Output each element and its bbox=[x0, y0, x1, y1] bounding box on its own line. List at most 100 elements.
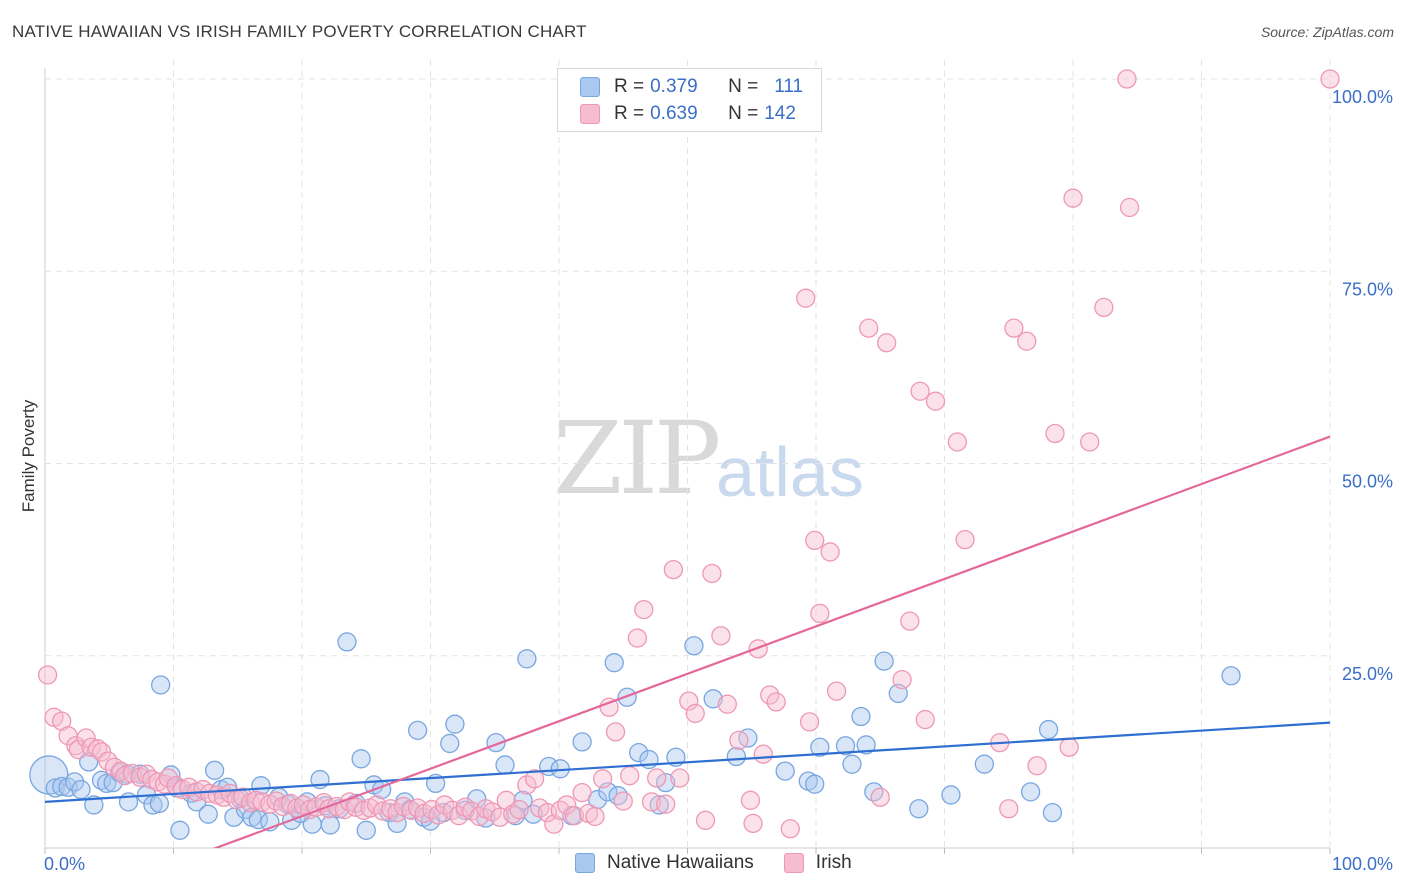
irish-point bbox=[599, 697, 619, 717]
native-hawaiian-point bbox=[198, 804, 218, 824]
legend-r-label: R = bbox=[614, 76, 645, 97]
pink-swatch bbox=[783, 853, 804, 873]
irish-point bbox=[1004, 318, 1024, 338]
irish-point bbox=[679, 691, 699, 711]
irish-point bbox=[1017, 331, 1037, 351]
native-hawaiian-point bbox=[204, 760, 225, 780]
irish-point bbox=[199, 783, 220, 804]
native-hawaiian-point bbox=[856, 735, 876, 755]
native-hawaiian-point bbox=[170, 820, 190, 840]
irish-point bbox=[892, 669, 912, 690]
native-hawaiian-point bbox=[149, 793, 170, 814]
irish-point bbox=[947, 432, 967, 452]
irish-point bbox=[136, 764, 157, 784]
irish-point bbox=[373, 801, 393, 821]
irish-point bbox=[509, 799, 529, 820]
native-hawaiian-point bbox=[445, 714, 465, 734]
irish-point bbox=[810, 603, 830, 624]
irish-point bbox=[1059, 737, 1079, 757]
native-hawaiian-point bbox=[337, 632, 357, 652]
irish-point bbox=[346, 797, 366, 817]
irish-point bbox=[695, 810, 716, 830]
legend-r-value: 0.379 bbox=[650, 76, 698, 97]
irish-point bbox=[620, 766, 640, 786]
irish-point bbox=[557, 795, 577, 815]
irish-point bbox=[900, 611, 920, 631]
irish-point bbox=[780, 819, 800, 839]
irish-point bbox=[627, 628, 648, 648]
y-tick-label: 50.0% bbox=[1342, 472, 1393, 492]
native-hawaiian-point bbox=[974, 754, 994, 774]
irish-point bbox=[517, 775, 537, 795]
legend-r-label: R = bbox=[614, 103, 645, 124]
legend-label: Native Hawaiians bbox=[607, 852, 754, 873]
native-hawaiian-point bbox=[572, 732, 592, 752]
irish-point bbox=[605, 722, 626, 742]
irish-point bbox=[702, 563, 722, 584]
legend-label: Irish bbox=[815, 852, 852, 873]
pink-swatch bbox=[580, 104, 600, 124]
native-hawaiian-point bbox=[629, 742, 649, 763]
irish-point bbox=[796, 288, 816, 308]
native-hawaiian-point bbox=[64, 772, 85, 792]
native-hawaiian-point bbox=[320, 815, 340, 835]
native-hawaiian-point bbox=[495, 755, 515, 775]
irish-point bbox=[656, 794, 676, 814]
native-hawaiian-point bbox=[356, 820, 376, 840]
native-hawaiian-point bbox=[1020, 782, 1041, 802]
native-hawaiian-point bbox=[79, 752, 99, 772]
irish-point bbox=[717, 694, 737, 714]
irish-point bbox=[753, 744, 773, 764]
legend-row-native-hawaiians: R = 0.379 N = 111 bbox=[580, 74, 803, 100]
irish-point bbox=[740, 790, 761, 810]
series-legend: Native Hawaiians Irish bbox=[575, 852, 882, 874]
irish-point bbox=[585, 806, 605, 827]
legend-n-label: N = bbox=[728, 76, 759, 97]
legend-row-irish: R = 0.639 N = 142 bbox=[580, 101, 796, 127]
native-hawaiian-point bbox=[874, 651, 894, 671]
x-tick-label-max: 100.0% bbox=[1332, 854, 1393, 874]
irish-point bbox=[766, 692, 786, 712]
irish-point bbox=[915, 709, 935, 730]
irish-point bbox=[246, 790, 266, 810]
legend-item-irish[interactable]: Irish bbox=[783, 852, 852, 874]
irish-point bbox=[634, 599, 654, 620]
irish-point bbox=[711, 626, 731, 646]
legend-n-value: 111 bbox=[774, 76, 804, 97]
irish-point bbox=[1080, 432, 1100, 452]
irish-point bbox=[799, 712, 820, 732]
irish-point bbox=[820, 542, 840, 562]
blue-swatch bbox=[580, 77, 600, 97]
irish-trendline bbox=[212, 435, 1330, 848]
irish-point bbox=[37, 665, 58, 685]
irish-point bbox=[1027, 756, 1047, 776]
legend-r-value: 0.639 bbox=[650, 103, 698, 124]
irish-point bbox=[743, 813, 763, 834]
irish-point bbox=[729, 730, 749, 750]
blue-swatch bbox=[575, 853, 595, 873]
native-hawaiian-point bbox=[649, 795, 669, 815]
native-hawaiian-point bbox=[1221, 666, 1241, 686]
native-hawaiian-point bbox=[941, 785, 961, 805]
irish-point bbox=[870, 787, 890, 807]
irish-point bbox=[158, 768, 179, 788]
native-hawaiian-point bbox=[407, 720, 428, 740]
x-tick-label-min: 0.0% bbox=[44, 854, 85, 874]
irish-point bbox=[647, 768, 667, 788]
native-hawaiian-point bbox=[1038, 719, 1059, 740]
irish-point bbox=[670, 768, 690, 788]
irish-point bbox=[564, 806, 585, 826]
native-hawaiian-point bbox=[97, 773, 117, 794]
native-hawaiian-point bbox=[851, 706, 871, 727]
legend-n-label: N = bbox=[728, 103, 759, 124]
native-hawaiian-point bbox=[842, 754, 862, 774]
irish-point bbox=[955, 529, 975, 550]
legend-item-native-hawaiians[interactable]: Native Hawaiians bbox=[575, 852, 754, 874]
native-hawaiian-point bbox=[608, 786, 628, 806]
y-tick-label: 100.0% bbox=[1332, 87, 1393, 107]
irish-point bbox=[524, 769, 545, 789]
chart-title: NATIVE HAWAIIAN VS IRISH FAMILY POVERTY … bbox=[12, 22, 587, 41]
irish-point bbox=[613, 791, 633, 811]
irish-point bbox=[1117, 69, 1137, 89]
